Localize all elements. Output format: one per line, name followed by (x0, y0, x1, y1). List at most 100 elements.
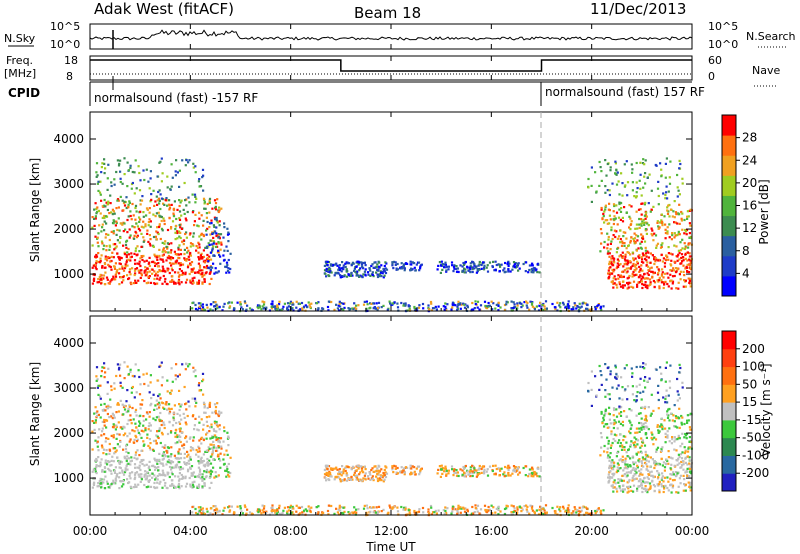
velocity-cell (676, 472, 679, 475)
velocity-cell (630, 470, 633, 473)
velocity-cell (490, 504, 493, 507)
velocity-cell (190, 474, 193, 477)
velocity-cell (624, 466, 627, 469)
velocity-cell (149, 442, 152, 445)
power-cell (151, 260, 154, 264)
power-cell (679, 270, 682, 273)
power-cell (683, 274, 686, 277)
velocity-cell (660, 457, 663, 460)
power-cell (609, 169, 612, 172)
power-cell (656, 221, 659, 224)
velocity-cell (109, 406, 112, 409)
power-cell (101, 242, 104, 245)
velocity-cell (471, 472, 474, 475)
velocity-cell (208, 459, 211, 462)
power-cell (113, 212, 116, 215)
power-cell (166, 175, 169, 178)
velocity-cell (174, 374, 177, 377)
velocity-cell (689, 463, 692, 466)
power-cell (145, 259, 148, 262)
power-cell (210, 219, 213, 222)
power-cell (341, 261, 344, 264)
power-cell (508, 262, 511, 265)
power-cell (367, 273, 370, 276)
velocity-cell (342, 512, 345, 515)
velocity-cell (651, 474, 654, 477)
power-cell (362, 273, 365, 276)
power-cell (117, 206, 120, 209)
power-cell (286, 306, 289, 309)
power-cell (184, 164, 187, 167)
power-cell (185, 204, 188, 207)
velocity-cell (135, 471, 139, 474)
power-cell (172, 212, 175, 215)
power-cell (382, 276, 385, 279)
power-cell (658, 226, 661, 229)
velocity-cell (122, 434, 125, 437)
velocity-cell (156, 430, 159, 433)
velocity-cell (533, 470, 536, 474)
power-cell (650, 266, 653, 269)
velocity-cell (323, 473, 327, 476)
velocity-cell (188, 405, 191, 408)
velocity-cell (670, 442, 673, 445)
power-cell (473, 263, 476, 266)
velocity-cell (497, 467, 500, 470)
velocity-cell (154, 439, 157, 442)
velocity-cell (340, 471, 343, 474)
velocity-cell (155, 399, 158, 402)
power-cell (327, 309, 330, 312)
velocity-cell (178, 448, 181, 451)
power-cell (214, 218, 217, 221)
power-cell (116, 159, 119, 162)
power-cell (96, 206, 99, 209)
velocity-cell (594, 509, 597, 513)
power-cell (635, 161, 638, 165)
power-cell (185, 219, 188, 222)
velocity-cell (129, 418, 132, 422)
velocity-cell (124, 432, 127, 435)
power-cell (272, 305, 275, 308)
velocity-cell (122, 480, 125, 483)
power-cell (94, 235, 97, 238)
power-cell (119, 195, 122, 198)
velocity-cell (100, 486, 103, 489)
velocity-cell (290, 511, 293, 514)
power-cell (158, 197, 161, 200)
velocity-cell (219, 466, 222, 469)
velocity-cell (335, 507, 338, 510)
power-cell (483, 268, 486, 271)
velocity-cell (229, 471, 232, 475)
power-cell (512, 301, 515, 304)
power-cell (528, 264, 531, 267)
power-cell (645, 232, 648, 235)
power-cell (178, 169, 181, 172)
velocity-cell (148, 438, 151, 441)
power-cell (217, 210, 220, 214)
power-cell (156, 231, 159, 234)
power-cell (621, 251, 624, 254)
power-cell (668, 236, 671, 239)
power-cell (212, 224, 215, 227)
power-cell (509, 270, 512, 273)
power-cell (542, 308, 545, 312)
power-cell (611, 255, 614, 258)
velocity-cell (226, 467, 229, 471)
power-cell (146, 267, 149, 270)
velocity-cell (166, 408, 169, 411)
velocity-cell (636, 489, 639, 492)
velocity-cell (123, 361, 126, 364)
power-cell (658, 276, 661, 279)
velocity-cell (498, 474, 501, 477)
velocity-cell (427, 508, 430, 511)
velocity-cell (208, 401, 212, 404)
power-cell (688, 271, 691, 274)
power-cell (170, 249, 173, 252)
power-cell (338, 264, 341, 267)
velocity-cell (101, 366, 104, 369)
power-cell (685, 233, 688, 236)
power-cell (689, 285, 692, 288)
velocity-cell (134, 410, 137, 414)
power-cell (115, 271, 118, 274)
power-cell (166, 283, 169, 286)
